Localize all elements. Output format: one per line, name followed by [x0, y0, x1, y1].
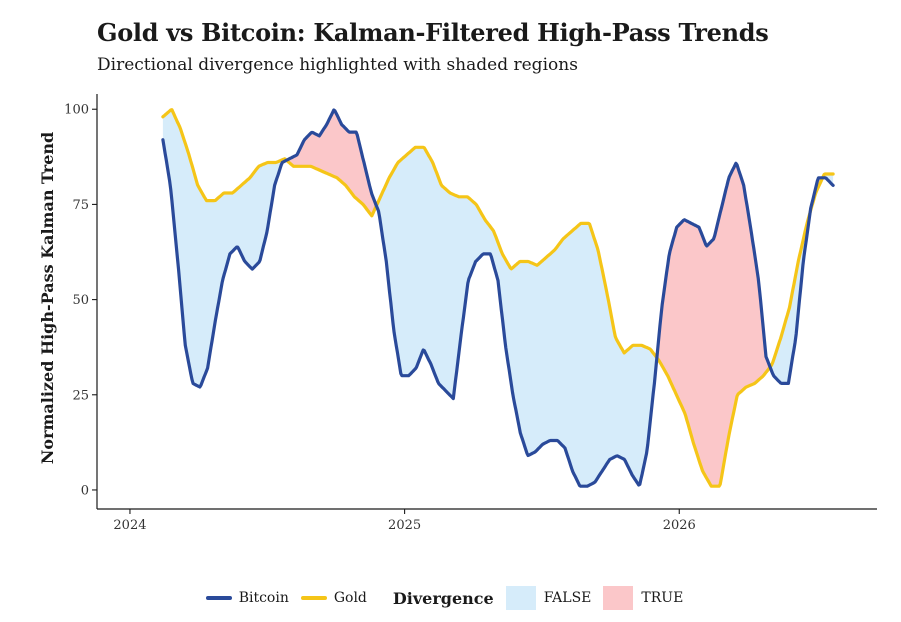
divergence-region-true [656, 163, 771, 487]
divergence-region-false [376, 147, 657, 487]
x-tick-label: 2026 [663, 518, 696, 533]
legend-item-gold: Gold [300, 590, 367, 606]
series-line-bitcoin [161, 108, 835, 488]
legend-label-gold: Gold [333, 590, 367, 606]
chart-title: Gold vs Bitcoin: Kalman-Filtered High-Pa… [97, 18, 769, 47]
legend-item-false: FALSE [505, 586, 592, 610]
y-tick-label: 75 [72, 198, 89, 213]
series-line-gold [161, 108, 835, 488]
legend-swatch-false [505, 586, 536, 610]
y-axis-title: Normalized High-Pass Kalman Trend [38, 132, 57, 464]
legend-item-bitcoin: Bitcoin [205, 590, 289, 606]
y-tick-label: 100 [64, 103, 89, 118]
axes: 0 25 50 75 100 2024 2025 2026 [64, 94, 877, 533]
x-tick-label: 2025 [388, 518, 421, 533]
legend-swatch-bitcoin [205, 596, 232, 600]
y-tick-label: 50 [72, 293, 89, 308]
divergence-fills [162, 109, 834, 487]
legend-swatch-gold [300, 596, 327, 600]
y-tick-label: 0 [81, 483, 89, 498]
y-tick-label: 25 [72, 388, 89, 403]
legend-item-true: TRUE [603, 586, 683, 610]
legend-swatch-true [603, 586, 634, 610]
legend: Bitcoin Gold Divergence FALSE TRUE [0, 586, 901, 610]
legend-title-divergence: Divergence [392, 588, 494, 608]
legend-label-false: FALSE [543, 590, 592, 606]
legend-label-true: TRUE [641, 590, 684, 606]
x-tick-label: 2024 [113, 518, 146, 533]
chart-subtitle: Directional divergence highlighted with … [97, 55, 578, 75]
legend-label-bitcoin: Bitcoin [238, 590, 289, 606]
divergence-region-false [162, 109, 287, 387]
series-lines [161, 108, 835, 488]
